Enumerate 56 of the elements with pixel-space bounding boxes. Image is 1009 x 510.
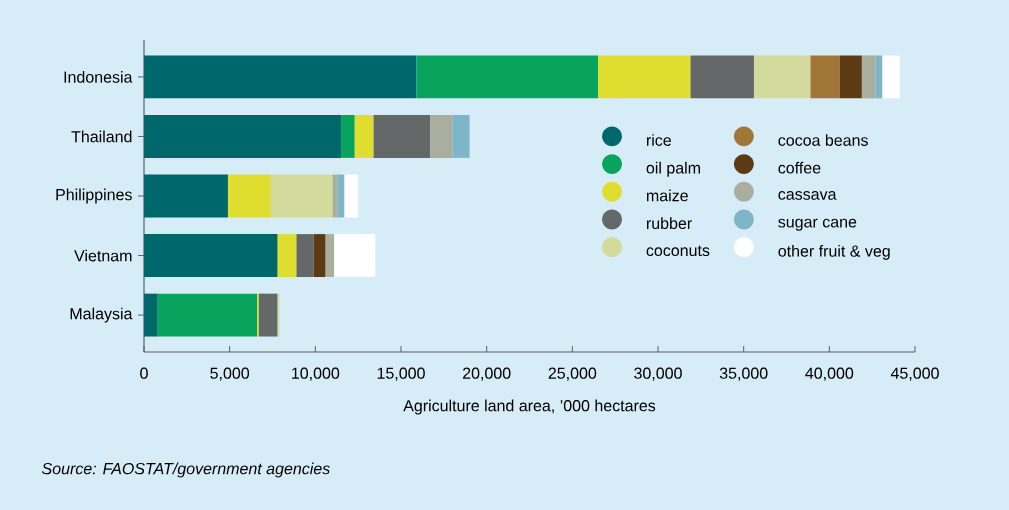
bar [144,55,417,99]
bar [598,55,691,99]
bar [313,234,326,277]
x-tick-label: 20,000 [463,367,511,381]
bar [354,115,374,158]
legend-label: coconuts [646,245,710,257]
x-tick-label: 30,000 [634,367,682,381]
x-tick-label: 40,000 [805,367,854,381]
legend-label: cassava [778,191,837,200]
x-axis-title: Agriculture land area, ’000 hectares [403,399,656,415]
bar [325,234,335,277]
bar [277,234,297,277]
bar [882,55,900,99]
bar [144,234,278,277]
bar [373,115,431,158]
bar [144,115,342,158]
y-tick-label: Malaysia [70,307,133,323]
legend-label: cocoa beans [778,134,868,146]
x-tick-label: 35,000 [719,367,768,381]
bar [690,55,754,99]
y-tick-label: Indonesia [64,71,133,83]
legend-label: sugar cane [778,218,857,231]
bar [144,293,158,337]
bar [430,115,453,158]
bar [810,55,840,99]
bar [861,55,876,99]
bar [753,55,811,99]
bar [344,174,359,218]
legend-label: oil palm [646,161,700,177]
bar [157,293,258,337]
bar [341,115,355,158]
bar [270,174,333,218]
x-tick-label: 5,000 [210,367,250,381]
bar [332,174,338,218]
bar [334,234,376,277]
y-tick-label: Vietnam [74,249,132,262]
x-tick-label: 15,000 [377,367,425,381]
x-tick-label: 10,000 [292,367,340,381]
x-tick-label: 25,000 [548,367,597,381]
legend-label: maize [646,189,688,202]
bar [258,293,278,337]
legend-label: rubber [646,217,692,230]
legend-label: coffee [778,161,821,174]
y-tick-label: Philippines [56,188,132,204]
y-tick-label: Thailand [71,130,132,143]
bar [416,55,599,99]
bar [296,234,314,277]
bar [452,115,470,158]
bar [144,174,228,218]
text: Source: FAOSTAT/government agencies [41,462,330,478]
x-tick-label: 45,000 [890,367,939,381]
x-tick-label: 0 [140,367,148,379]
legend-label: other fruit & veg [778,244,890,260]
bar [227,174,271,218]
bar [839,55,862,99]
legend-label: rice [646,134,671,146]
